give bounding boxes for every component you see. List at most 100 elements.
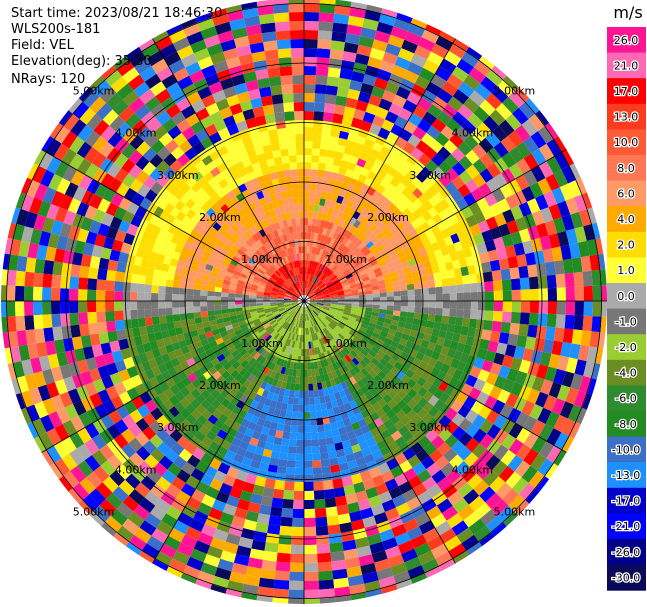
radar-gate [309, 190, 316, 198]
radar-gate [489, 109, 506, 126]
radar-gate [341, 220, 349, 230]
radar-gate [516, 141, 532, 159]
radar-gate [327, 207, 334, 216]
radar-gate [361, 216, 370, 226]
radar-gate [455, 197, 469, 211]
radar-gate [319, 219, 326, 228]
radar-gate [360, 82, 374, 95]
radar-gate [345, 33, 361, 45]
radar-gate [368, 223, 378, 233]
radar-gate [310, 275, 314, 283]
radar-gate [373, 209, 383, 219]
radar-gate [508, 163, 524, 179]
radar-gate [315, 183, 323, 192]
radar-gate [329, 288, 337, 293]
radar-gate [561, 214, 575, 231]
radar-gate [326, 76, 340, 87]
radar-gate [486, 147, 502, 163]
radar-gate [417, 182, 429, 194]
radar-gate [582, 270, 593, 287]
radar-gate [362, 237, 371, 246]
radar-gate [351, 292, 359, 296]
radar-gate [453, 241, 463, 252]
instrument-name: WLS200s-181 [11, 22, 101, 37]
radar-gate [378, 213, 388, 223]
radar-gate [326, 282, 334, 288]
radar-gate [435, 35, 453, 51]
radar-gate [315, 219, 322, 227]
radar-gate [361, 259, 370, 267]
radar-gate [403, 120, 418, 135]
radar-gate [409, 264, 418, 273]
radar-gate [377, 194, 388, 204]
radar-gate [348, 177, 358, 187]
radar-gate [544, 220, 558, 236]
radar-gate [583, 285, 593, 301]
radar-gate [462, 274, 471, 285]
radar-gate [306, 281, 309, 289]
radar-gate [466, 46, 483, 60]
radar-gate [510, 231, 523, 245]
radar-gate [529, 288, 540, 301]
radar-gate [352, 257, 360, 265]
radar-gate [314, 254, 319, 262]
radar-gate [440, 246, 450, 256]
radar-gate [340, 279, 348, 285]
radar-gate [589, 254, 601, 271]
radar-gate [321, 249, 327, 258]
radar-gate [314, 247, 319, 255]
radar-gate [310, 232, 315, 240]
radar-gate [323, 235, 329, 244]
radar-gate [472, 173, 486, 188]
radar-gate [365, 293, 373, 298]
radar-gate [323, 250, 329, 259]
radar-gate [367, 232, 377, 241]
radar-gate [406, 213, 417, 224]
radar-gate [329, 273, 336, 280]
radar-gate [377, 127, 391, 140]
radar-gate [306, 246, 310, 254]
radar-gate [502, 96, 519, 114]
radar-gate [424, 244, 434, 254]
radar-gate [311, 225, 316, 233]
radar-gate [412, 126, 427, 140]
radar-gate [312, 268, 317, 276]
radar-gate [308, 204, 315, 212]
radar-gate [516, 254, 528, 268]
radar-gate [400, 176, 412, 188]
radar-gate [354, 180, 364, 190]
radar-gate [349, 284, 358, 289]
radar-gate [405, 253, 415, 262]
radar-gate [334, 258, 341, 266]
radar-gate [320, 234, 326, 242]
radar-gate [580, 255, 592, 272]
radar-gate [457, 104, 474, 120]
radar-gate [319, 148, 328, 157]
radar-gate [345, 273, 353, 280]
radar-gate [559, 183, 574, 201]
radar-gate [335, 286, 343, 291]
radar-gate [441, 278, 450, 287]
radar-gate [305, 260, 309, 268]
radar-gate [480, 76, 498, 93]
radar-gate [521, 119, 538, 137]
radar-gate [378, 98, 393, 111]
radar-gate [502, 209, 515, 224]
radar-gate [357, 266, 366, 273]
radar-gate [362, 74, 377, 87]
radar-gate [362, 111, 376, 124]
radar-gate [351, 298, 359, 301]
radar-gate [309, 297, 317, 300]
radar-gate [320, 285, 327, 291]
radar-gate [338, 235, 346, 244]
radar-gate [456, 292, 465, 301]
radar-gate [417, 193, 429, 205]
radar-gate [356, 158, 367, 168]
radar-gate [399, 227, 409, 237]
radar-gate [407, 192, 418, 204]
radar-gate [314, 278, 320, 285]
radar-gate [369, 277, 378, 284]
radar-gate [347, 252, 356, 260]
radar-gate [406, 61, 423, 76]
radar-gate [376, 275, 385, 282]
